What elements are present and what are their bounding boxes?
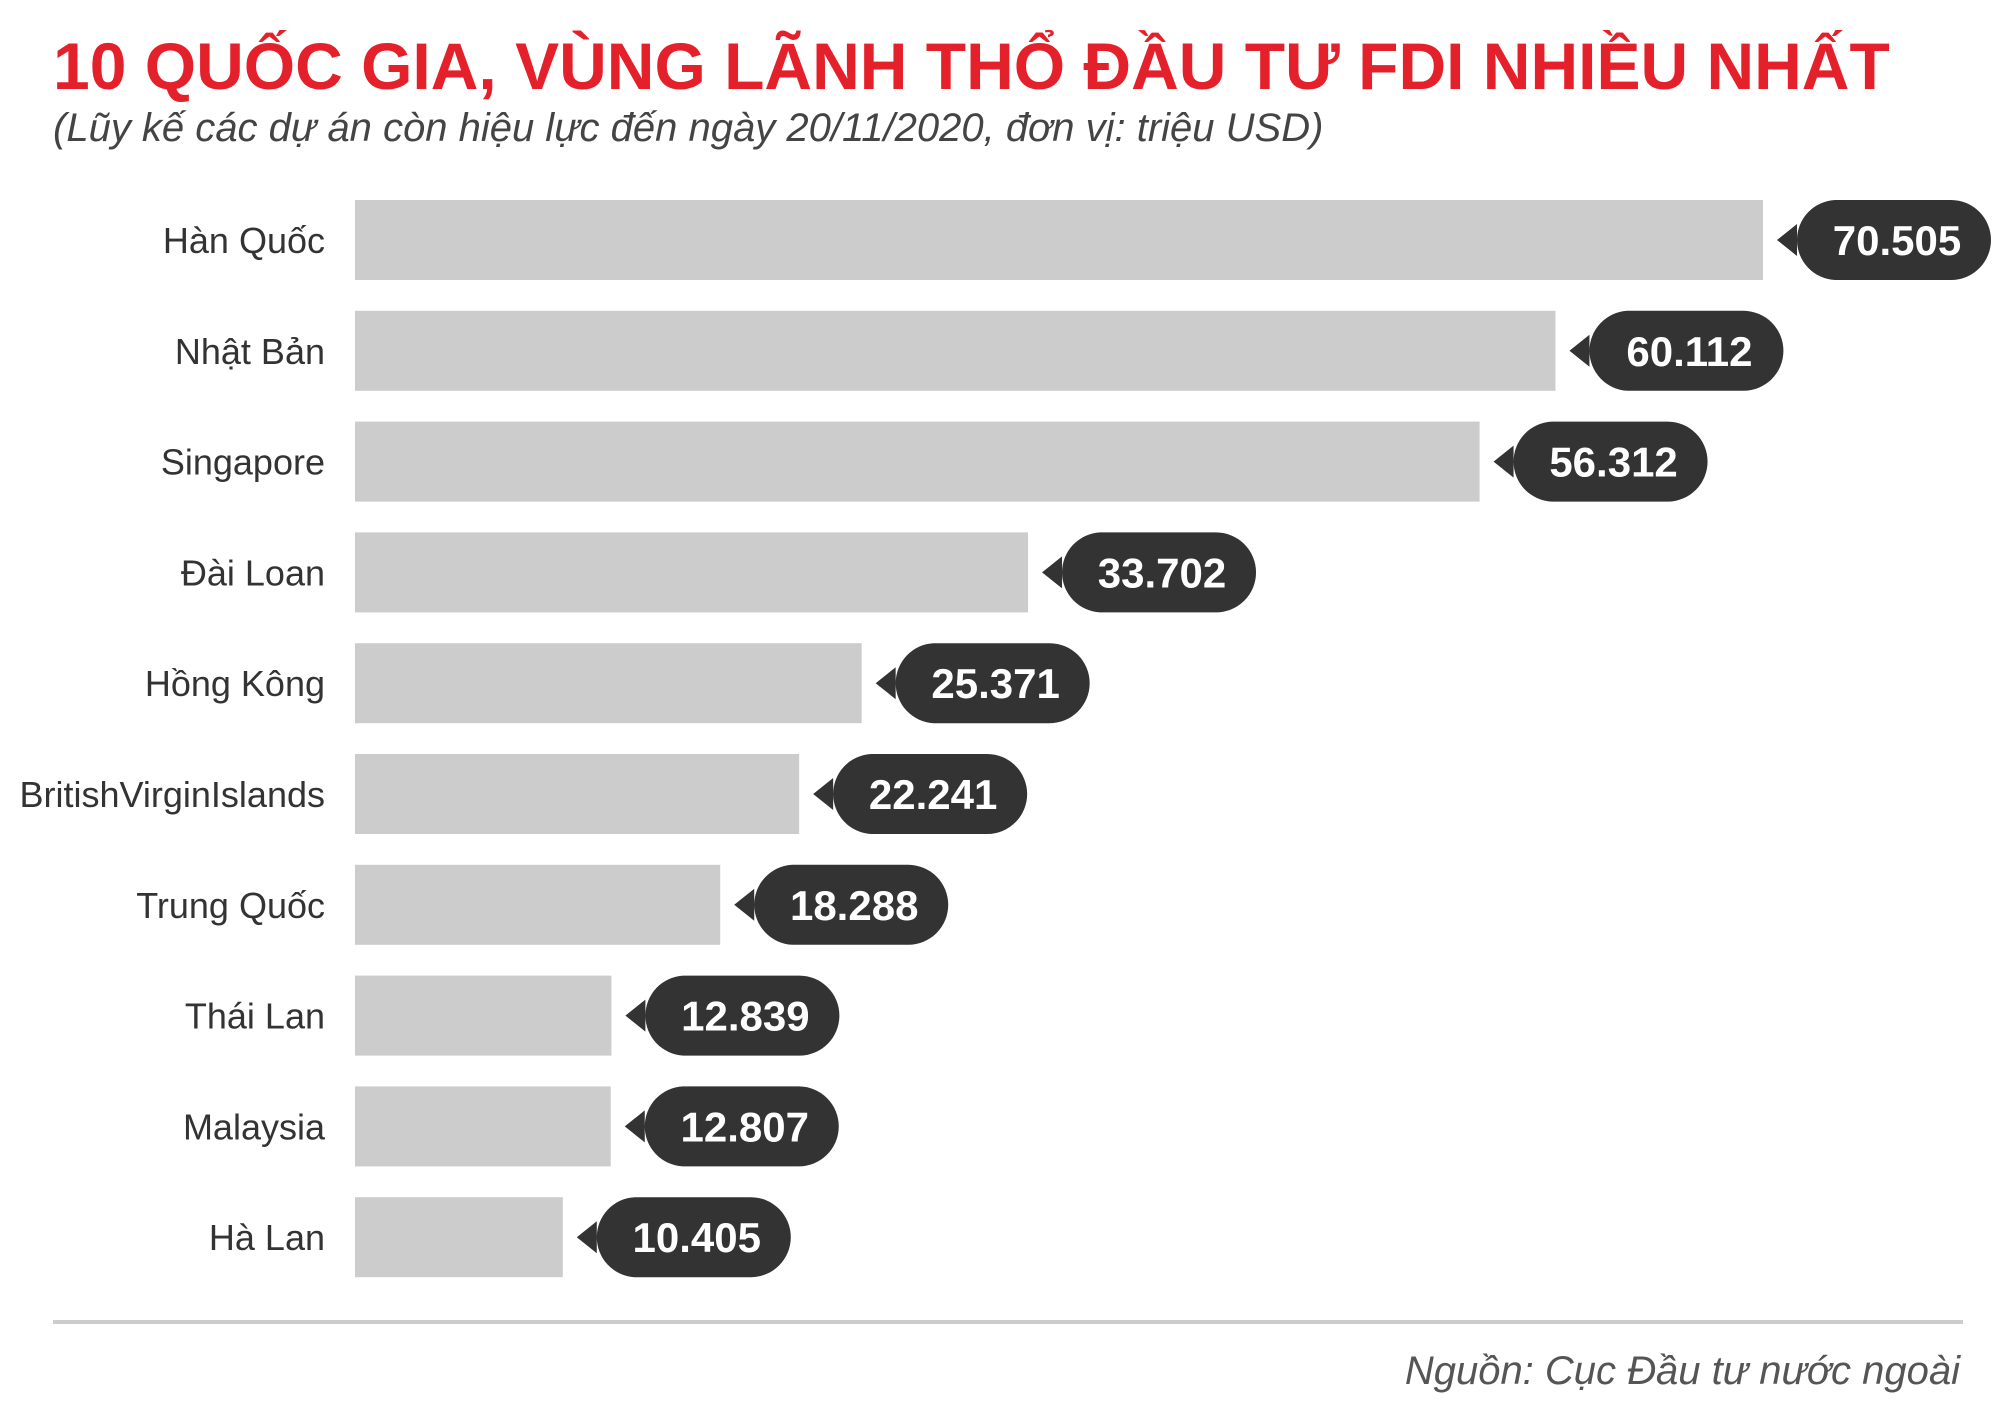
bar: [355, 310, 1556, 391]
category-label: Hàn Quốc: [163, 220, 325, 261]
category-label: Thái Lan: [185, 996, 325, 1037]
chart-subtitle: (Lũy kế các dự án còn hiệu lực đến ngày …: [53, 106, 1324, 150]
value-label: 18.288: [790, 882, 918, 929]
value-bubble: [576, 1197, 791, 1278]
value-label: 33.702: [1098, 549, 1226, 596]
value-label: 12.839: [681, 993, 809, 1040]
value-bubble: [1777, 200, 1991, 280]
chart-title: 10 QUỐC GIA, VÙNG LÃNH THỔ ĐẦU TƯ FDI NH…: [53, 29, 1890, 103]
value-label: 56.312: [1549, 439, 1677, 486]
bar: [355, 200, 1763, 280]
value-label: 25.371: [931, 660, 1059, 707]
bar: [355, 1086, 611, 1167]
category-label: BritishVirginIslands: [20, 774, 325, 815]
source-note: Nguồn: Cục Đầu tư nước ngoài: [1404, 1349, 1960, 1393]
value-bubble: [734, 864, 949, 945]
value-bubble: [625, 975, 840, 1056]
bar: [355, 643, 862, 724]
value-bubble: [813, 754, 1028, 834]
bar: [355, 864, 721, 945]
footer-divider: [53, 1320, 1963, 1324]
category-label: Hà Lan: [209, 1217, 325, 1258]
value-bubble: [624, 1086, 839, 1167]
category-label: Trung Quốc: [136, 885, 325, 926]
value-bubble: [1493, 421, 1708, 502]
bar-chart: Hàn Quốc 70.505 Nhật Bản 60.112 Singapore 56.…: [20, 200, 1991, 1278]
bar: [355, 1197, 563, 1278]
bar: [355, 754, 800, 834]
bar: [355, 975, 612, 1056]
value-bubble: [875, 643, 1090, 724]
bar: [355, 421, 1480, 502]
value-bubble: [1569, 310, 1784, 391]
bar: [355, 532, 1029, 613]
category-label: Singapore: [161, 442, 325, 483]
value-label: 22.241: [869, 771, 997, 818]
category-label: Nhật Bản: [175, 331, 325, 372]
value-bubble: [1042, 532, 1257, 613]
value-label: 70.505: [1833, 217, 1961, 264]
category-label: Malaysia: [183, 1106, 326, 1147]
value-label: 10.405: [633, 1214, 761, 1261]
category-label: Hồng Kông: [145, 663, 325, 704]
category-label: Đài Loan: [181, 552, 325, 593]
value-label: 12.807: [681, 1103, 809, 1150]
value-label: 60.112: [1626, 328, 1752, 375]
